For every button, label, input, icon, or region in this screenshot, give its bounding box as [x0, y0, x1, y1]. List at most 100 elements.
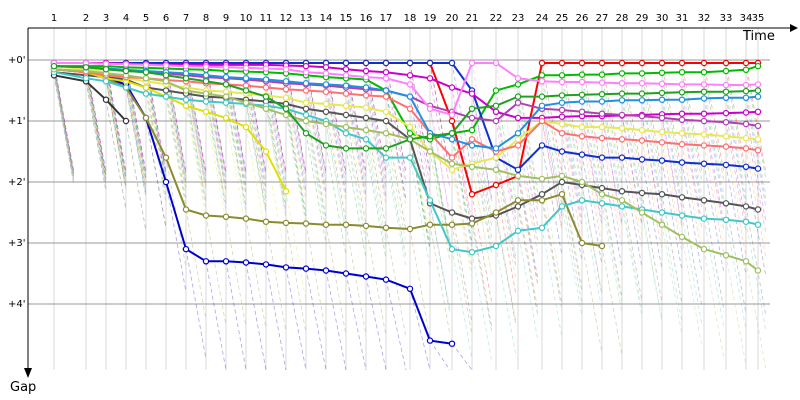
data-point — [658, 128, 666, 136]
data-point — [658, 69, 666, 77]
data-point — [262, 148, 270, 155]
pit-stop-line — [601, 127, 623, 238]
pit-stop-line — [385, 72, 407, 183]
data-point — [658, 157, 666, 164]
data-point — [222, 73, 230, 81]
pit-stop-line — [53, 69, 75, 180]
pit-stop-line — [681, 236, 703, 347]
data-point — [162, 93, 170, 100]
pit-stop-line — [745, 148, 767, 259]
pit-stop-line — [245, 262, 267, 371]
pit-stop-line — [365, 77, 387, 188]
data-point — [406, 136, 414, 143]
pit-stop-line — [105, 62, 127, 174]
pit-stop-line — [165, 75, 187, 186]
pit-stop-line — [641, 93, 663, 204]
pit-stop-line — [285, 69, 307, 180]
pit-stop-line — [517, 206, 539, 317]
pit-stop-line — [641, 83, 663, 194]
data-point — [182, 75, 190, 82]
pit-stop-line — [325, 84, 347, 195]
pit-stop-line — [245, 218, 267, 329]
pit-stop-line — [451, 212, 473, 323]
x-tick-label: 33 — [720, 13, 733, 24]
data-point — [658, 59, 666, 67]
data-point — [322, 221, 330, 228]
pit-stop-line — [185, 64, 207, 175]
pit-stop-line — [205, 261, 227, 371]
pit-stop-line — [53, 66, 75, 177]
pit-stop-line — [305, 268, 327, 371]
pit-stop-line — [145, 117, 167, 229]
pit-stop-line — [561, 75, 583, 186]
pit-stop-line — [185, 105, 207, 216]
pit-stop-line — [85, 67, 107, 178]
pit-stop-line — [471, 218, 493, 329]
data-point — [342, 221, 350, 228]
pit-stop-line — [285, 108, 307, 219]
data-point — [222, 93, 230, 100]
pit-stop-line — [581, 200, 603, 311]
data-point — [598, 59, 606, 67]
pit-stop-line — [105, 62, 127, 174]
data-point — [514, 227, 522, 234]
data-point — [448, 136, 456, 143]
pit-stop-line — [641, 159, 663, 270]
pit-stop-line — [245, 62, 267, 174]
data-point — [262, 93, 270, 100]
y-axis-arrow — [24, 368, 32, 378]
data-point — [362, 73, 370, 81]
data-point — [242, 87, 250, 94]
data-point — [406, 81, 414, 88]
pit-stop-line — [725, 62, 747, 174]
pit-stop-line — [681, 92, 703, 203]
pit-stop-line — [125, 70, 147, 182]
data-point — [722, 109, 730, 117]
x-tick-label: 21 — [466, 13, 479, 24]
data-point — [202, 212, 210, 219]
data-point — [638, 79, 646, 87]
pit-stop-line — [641, 62, 663, 174]
pit-stop-line — [517, 139, 539, 250]
data-point — [448, 59, 456, 67]
data-point — [242, 64, 250, 72]
pit-stop-line — [365, 89, 387, 200]
data-point — [678, 81, 686, 88]
data-point — [282, 65, 290, 73]
pit-stop-line — [541, 108, 563, 219]
data-point — [202, 98, 210, 105]
pit-stop-line — [745, 84, 767, 196]
pit-stop-line — [305, 72, 327, 183]
data-point — [638, 97, 646, 104]
pit-stop-line — [517, 78, 539, 189]
data-point — [382, 87, 390, 94]
x-tick-label: 16 — [360, 13, 373, 24]
data-point — [142, 90, 150, 97]
data-point — [162, 154, 170, 161]
pit-stop-line — [365, 139, 387, 250]
data-point — [222, 114, 230, 122]
x-tick-label: 24 — [536, 13, 549, 24]
pit-stop-line — [581, 116, 603, 227]
pit-stop-line — [681, 133, 703, 244]
data-point — [182, 96, 190, 103]
pit-stop-line — [225, 96, 247, 207]
data-point — [618, 125, 626, 132]
pit-stop-line — [725, 164, 747, 275]
pit-stop-line — [285, 103, 307, 214]
pit-stop-line — [681, 119, 703, 230]
pit-stop-line — [601, 245, 623, 357]
pit-stop-line — [285, 73, 307, 184]
pit-stop-line — [165, 157, 187, 268]
pit-stop-line — [703, 62, 725, 174]
data-point — [598, 134, 606, 142]
pit-stop-line — [245, 71, 267, 182]
data-point — [322, 64, 330, 71]
pit-stop-line — [661, 72, 683, 183]
pit-stop-line — [85, 72, 107, 183]
pit-stop-line — [85, 62, 107, 174]
pit-stop-line — [681, 215, 703, 326]
data-point — [406, 123, 414, 131]
data-point — [722, 143, 730, 150]
